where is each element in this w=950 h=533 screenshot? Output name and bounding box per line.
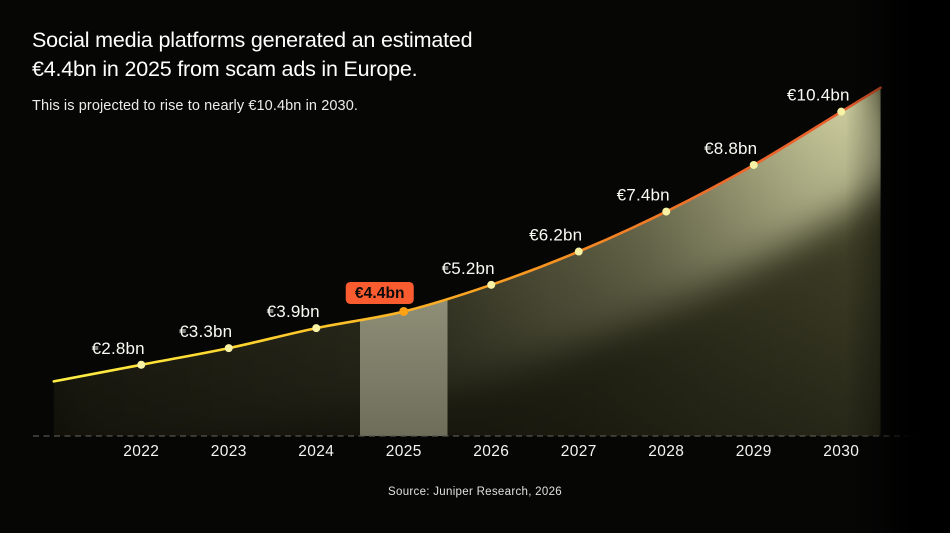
x-tick-2023: 2023 [211,443,247,460]
data-point-2025 [399,306,409,316]
data-label-2024: €3.9bn [267,302,320,321]
data-point-2028 [662,207,671,216]
x-tick-2030: 2030 [823,443,859,460]
data-point-2024 [312,324,321,333]
x-tick-2027: 2027 [561,443,597,460]
highlight-badge: €4.4bn [345,281,414,304]
x-tick-2024: 2024 [298,443,334,460]
data-point-2027 [574,247,583,256]
highlight-badge-bg [345,281,414,304]
data-point-2022 [137,360,146,369]
data-label-2022: €2.8bn [92,339,145,358]
highlight-year-band [360,87,448,436]
data-label-2026: €5.2bn [442,259,495,278]
chart-title-line1: Social media platforms generated an esti… [32,28,473,52]
x-tick-2026: 2026 [473,443,509,460]
chart-header: Social media platforms generated an esti… [32,26,473,114]
data-label-2029: €8.8bn [704,139,757,158]
x-tick-2029: 2029 [736,443,772,460]
x-tick-2022: 2022 [123,443,159,460]
x-tick-2025: 2025 [386,443,422,460]
chart-subtitle: This is projected to rise to nearly €10.… [32,98,358,114]
data-label-2023: €3.3bn [179,322,232,341]
data-point-2030 [837,107,846,116]
data-point-2023 [224,344,233,353]
data-label-2030: €10.4bn [787,86,850,105]
data-label-2028: €7.4bn [617,186,670,205]
source-caption: Source: Juniper Research, 2026 [388,486,562,498]
highlight-badge-label: €4.4bn [355,285,405,302]
data-label-2027: €6.2bn [529,226,582,245]
x-tick-2028: 2028 [648,443,684,460]
chart-title-line2: €4.4bn in 2025 from scam ads in Europe. [32,57,418,81]
data-point-2026 [487,280,496,289]
chart-title: Social media platforms generated an esti… [32,26,473,84]
right-fade-overlay [845,0,950,533]
data-point-2029 [749,160,758,169]
